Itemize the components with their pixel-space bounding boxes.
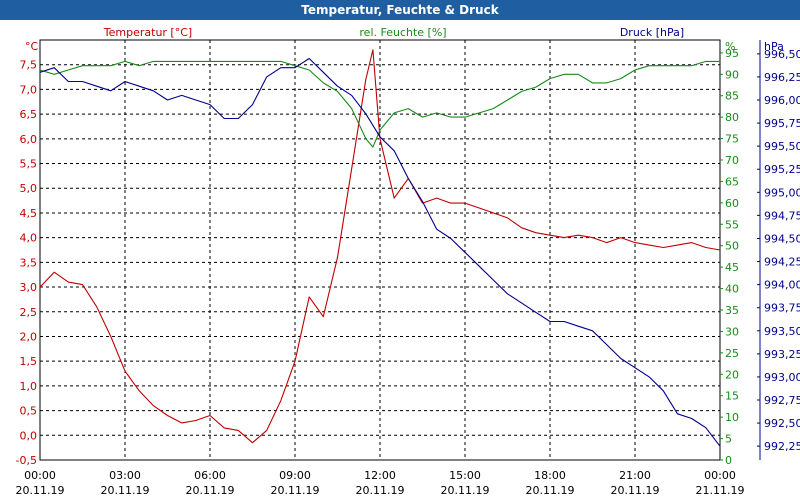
- temperature-tick-label: 1,0: [20, 380, 38, 393]
- humidity-tick-label: 40: [725, 283, 739, 296]
- temperature-tick-label: 0,0: [20, 429, 38, 442]
- x-tick-date: 20.11.19: [16, 484, 65, 497]
- humidity-series-line: [39, 60, 720, 148]
- humidity-tick-label: 95: [725, 47, 739, 60]
- pressure-tick-label: 993,75: [764, 302, 800, 315]
- humidity-tick-label: 30: [725, 325, 739, 338]
- pressure-tick-label: 995,75: [764, 117, 800, 130]
- humidity-tick-label: 55: [725, 218, 739, 231]
- temperature-tick-label: 6,0: [20, 133, 38, 146]
- x-tick-date: 20.11.19: [611, 484, 660, 497]
- pressure-tick-label: 996,00: [764, 94, 800, 107]
- pressure-tick-label: 994,75: [764, 209, 800, 222]
- grid-lines: [40, 40, 720, 461]
- humidity-tick-label: 85: [725, 90, 739, 103]
- pressure-unit-label: hPa: [764, 40, 784, 53]
- pressure-tick-label: 996,25: [764, 71, 800, 84]
- x-tick-time: 06:00: [194, 469, 226, 482]
- humidity-tick-label: 25: [725, 347, 739, 360]
- pressure-tick-label: 996,50: [764, 48, 800, 61]
- pressure-tick-label: 992,25: [764, 440, 800, 453]
- pressure-tick-label: 993,00: [764, 371, 800, 384]
- temperature-tick-label: 5,0: [20, 182, 38, 195]
- humidity-axis-title: rel. Feuchte [%]: [359, 26, 446, 39]
- pressure-tick-label: 992,75: [764, 394, 800, 407]
- humidity-tick-label: 10: [725, 411, 739, 424]
- x-tick-date: 20.11.19: [271, 484, 320, 497]
- time-tick-labels: 00:00 20.11.19 03:00 20.11.19 06:00 20.11.19 0…: [16, 469, 745, 497]
- humidity-tick-label: 45: [725, 261, 739, 274]
- x-tick-time: 15:00: [449, 469, 481, 482]
- temperature-tick-labels: -0,5 0,0 0,5 1,0 1,5 2,0 2,5 3,0 3,5 4,0 4,5 5,0 5,5…: [16, 59, 37, 467]
- window-title: Temperatur, Feuchte & Druck: [0, 0, 800, 20]
- humidity-tick-label: 90: [725, 68, 739, 81]
- pressure-tick-label: 993,25: [764, 348, 800, 361]
- x-tick-time: 18:00: [534, 469, 566, 482]
- x-tick-time: 00:00: [24, 469, 56, 482]
- pressure-tick-label: 992,50: [764, 417, 800, 430]
- humidity-unit-label: %: [725, 40, 735, 53]
- x-tick-date: 20.11.19: [186, 484, 235, 497]
- humidity-tick-label: 75: [725, 133, 739, 146]
- x-tick-time: 21:00: [619, 469, 651, 482]
- pressure-axis-title: Druck [hPa]: [620, 26, 684, 39]
- x-tick-date: 20.11.19: [526, 484, 575, 497]
- pressure-series-line: [39, 57, 721, 447]
- humidity-tick-label: 0: [725, 454, 732, 467]
- temperature-tick-label: 2,0: [20, 330, 38, 343]
- x-tick-date: 20.11.19: [101, 484, 150, 497]
- x-tick-time: 00:00: [704, 469, 736, 482]
- series-lines: [39, 49, 721, 447]
- humidity-tick-label: 80: [725, 111, 739, 124]
- humidity-tick-label: 20: [725, 368, 739, 381]
- humidity-tick-label: 15: [725, 390, 739, 403]
- x-tick-time: 03:00: [109, 469, 141, 482]
- x-tick-date: 20.11.19: [441, 484, 490, 497]
- pressure-tick-label: 994,50: [764, 232, 800, 245]
- temperature-tick-label: 4,0: [20, 232, 38, 245]
- x-tick-time: 12:00: [364, 469, 396, 482]
- humidity-tick-label: 5: [725, 433, 732, 446]
- temperature-tick-label: 3,5: [20, 256, 38, 269]
- humidity-tick-label: 50: [725, 240, 739, 253]
- temperature-tick-label: 7,5: [20, 59, 38, 72]
- temperature-tick-label: 2,5: [20, 306, 38, 319]
- humidity-tick-labels: 0 5 10 15 20 25 30 35 40 45 50 55 60 65 70 75 80 85 90 95: [720, 47, 739, 467]
- humidity-tick-label: 60: [725, 197, 739, 210]
- x-tick-date: 21.11.19: [696, 484, 745, 497]
- pressure-tick-label: 995,50: [764, 140, 800, 153]
- pressure-tick-label: 994,25: [764, 256, 800, 269]
- pressure-tick-label: 993,50: [764, 325, 800, 338]
- pressure-tick-labels: 992,25 992,50 992,75 993,00 993,25 993,50 993,…: [757, 48, 800, 453]
- temperature-tick-label: 0,5: [20, 405, 38, 418]
- pressure-tick-label: 995,00: [764, 186, 800, 199]
- temperature-unit-label: °C: [25, 40, 39, 53]
- temperature-tick-label: 7,0: [20, 83, 38, 96]
- temperature-tick-label: 4,5: [20, 207, 38, 220]
- temperature-series-line: [39, 49, 721, 444]
- x-tick-date: 20.11.19: [356, 484, 405, 497]
- pressure-tick-label: 994,00: [764, 279, 800, 292]
- humidity-tick-label: 35: [725, 304, 739, 317]
- pressure-tick-label: 995,25: [764, 163, 800, 176]
- temperature-tick-label: 6,5: [20, 108, 38, 121]
- temperature-tick-label: 1,5: [20, 355, 38, 368]
- x-tick-time: 09:00: [279, 469, 311, 482]
- humidity-tick-label: 70: [725, 154, 739, 167]
- temperature-tick-label: -0,5: [16, 454, 37, 467]
- temperature-axis-title: Temperatur [°C]: [103, 26, 192, 39]
- temperature-tick-label: 5,5: [20, 158, 38, 171]
- temperature-tick-label: 3,0: [20, 281, 38, 294]
- humidity-tick-label: 65: [725, 175, 739, 188]
